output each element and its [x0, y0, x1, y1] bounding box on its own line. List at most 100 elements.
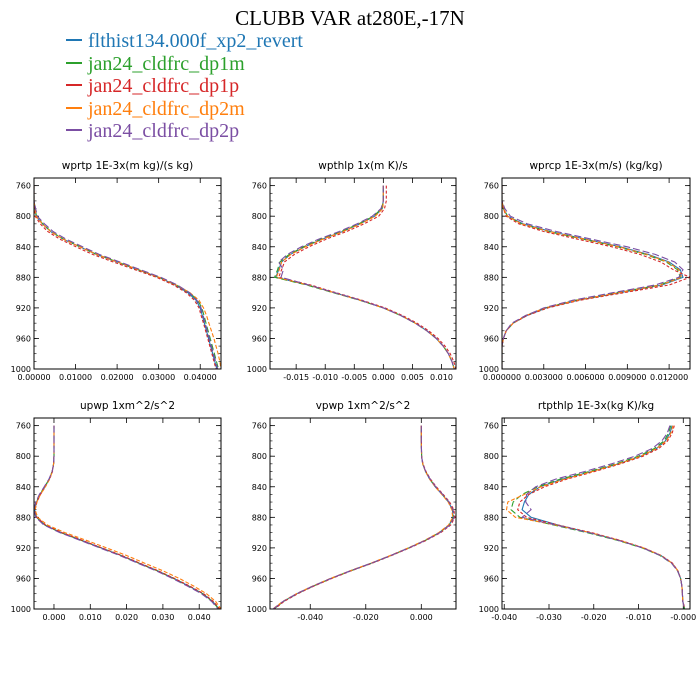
legend-label: jan24_cldfrc_dp2p	[88, 120, 240, 142]
y-tick-label: 960	[484, 334, 499, 343]
x-tick-label: -0.005	[341, 373, 367, 382]
panel-frame	[501, 177, 691, 370]
y-tick-label: 840	[16, 243, 31, 252]
series-line	[502, 185, 684, 369]
y-tick-label: 880	[16, 513, 31, 522]
series-line	[275, 185, 455, 369]
y-tick-label: 800	[484, 452, 499, 461]
y-tick-label: 760	[16, 182, 31, 191]
y-tick-label: 760	[252, 422, 267, 431]
legend-swatch-icon	[66, 84, 82, 87]
series-group	[34, 185, 221, 369]
y-tick-label: 960	[252, 574, 267, 583]
panel-title: vpwp 1xm^2/s^2	[316, 400, 411, 412]
x-tick-label: 0.03000	[142, 373, 175, 382]
y-tick-label: 920	[16, 544, 31, 553]
series-line	[502, 185, 682, 369]
series-line	[275, 185, 455, 369]
y-tick-label: 840	[484, 243, 499, 252]
legend-label: jan24_cldfrc_dp1p	[88, 75, 240, 97]
legend-item: jan24_cldfrc_dp1p	[66, 75, 303, 98]
y-tick-label: 760	[484, 422, 499, 431]
x-tick-label: -0.040	[297, 613, 323, 622]
legend-item: jan24_cldfrc_dp2m	[66, 98, 303, 121]
series-line	[34, 185, 219, 369]
series-line	[502, 185, 684, 369]
y-tick-label: 960	[252, 334, 267, 343]
y-tick-label: 920	[252, 304, 267, 313]
y-tick-label: 920	[16, 304, 31, 313]
legend-label: flthist134.000f_xp2_revert	[88, 30, 303, 52]
x-tick-label: -0.040	[491, 613, 517, 622]
series-line	[34, 425, 221, 609]
y-tick-label: 880	[484, 273, 499, 282]
chart-panel: vpwp 1xm^2/s^2 760 800 840 880 920 960 1000 -0.0…	[247, 400, 457, 622]
panel-frame	[33, 417, 222, 610]
x-tick-label: 0.010	[79, 613, 102, 622]
y-tick-label: 760	[16, 422, 31, 431]
panel-frame	[33, 177, 222, 370]
y-tick-label: 880	[16, 273, 31, 282]
series-group	[273, 185, 456, 369]
series-line	[510, 425, 686, 609]
x-tick-label: 0.000	[372, 373, 395, 382]
series-group	[505, 425, 686, 609]
y-tick-label: 760	[484, 182, 499, 191]
x-tick-label: -0.010	[626, 613, 652, 622]
x-tick-label: 0.030	[151, 613, 174, 622]
y-tick-label: 800	[16, 452, 31, 461]
series-line	[273, 185, 455, 369]
panel-title: wprcp 1E-3x(m/s) (kg/kg)	[529, 160, 662, 172]
series-line	[34, 425, 219, 609]
y-tick-label: 800	[252, 452, 267, 461]
legend-item: flthist134.000f_xp2_revert	[66, 30, 303, 53]
x-tick-label: -0.010	[312, 373, 338, 382]
x-tick-label: 0.010	[430, 373, 453, 382]
series-line	[273, 425, 454, 609]
legend-swatch-icon	[66, 106, 82, 109]
legend-swatch-icon	[66, 39, 82, 42]
y-tick-label: 960	[16, 334, 31, 343]
x-tick-label: 0.01000	[59, 373, 92, 382]
panel-frame	[269, 417, 457, 610]
series-line	[505, 425, 686, 609]
series-group	[34, 425, 221, 609]
x-tick-label: 0.040	[188, 613, 211, 622]
y-tick-label: 1000	[479, 605, 499, 614]
series-line	[34, 425, 220, 609]
series-line	[502, 185, 683, 369]
x-tick-label: 0.000000	[483, 373, 521, 382]
panel-frame	[269, 177, 457, 370]
x-tick-label: -0.020	[581, 613, 607, 622]
chart-panel: wprtp 1E-3x(m kg)/(s kg) 760 800 840 880 920 9…	[11, 160, 222, 382]
legend-item: jan24_cldfrc_dp1m	[66, 53, 303, 76]
series-line	[277, 185, 456, 369]
y-tick-label: 760	[252, 182, 267, 191]
x-tick-label: -0.030	[536, 613, 562, 622]
y-tick-label: 800	[252, 212, 267, 221]
series-line	[517, 425, 686, 609]
series-line	[274, 425, 456, 609]
x-tick-label: 0.009000	[608, 373, 646, 382]
y-tick-label: 880	[252, 273, 267, 282]
x-tick-label: 0.003000	[525, 373, 563, 382]
y-tick-label: 840	[252, 483, 267, 492]
legend-swatch-icon	[66, 129, 82, 132]
series-group	[272, 425, 456, 609]
series-line	[34, 185, 220, 369]
y-tick-label: 1000	[247, 365, 267, 374]
y-tick-label: 920	[252, 544, 267, 553]
series-group	[502, 185, 690, 369]
chart-panel: wpthlp 1x(m K)/s 760 800 840 880 920 960 1000 -0…	[247, 160, 457, 382]
x-tick-label: -0.020	[353, 613, 379, 622]
series-line	[34, 425, 220, 609]
legend: flthist134.000f_xp2_revert jan24_cldfrc_…	[66, 30, 303, 143]
y-tick-label: 800	[484, 212, 499, 221]
series-line	[520, 425, 686, 609]
x-tick-label: 0.020	[115, 613, 138, 622]
y-tick-label: 840	[16, 483, 31, 492]
x-tick-label: -0.015	[283, 373, 309, 382]
panel-frame	[501, 417, 691, 610]
x-tick-label: 0.00000	[17, 373, 50, 382]
